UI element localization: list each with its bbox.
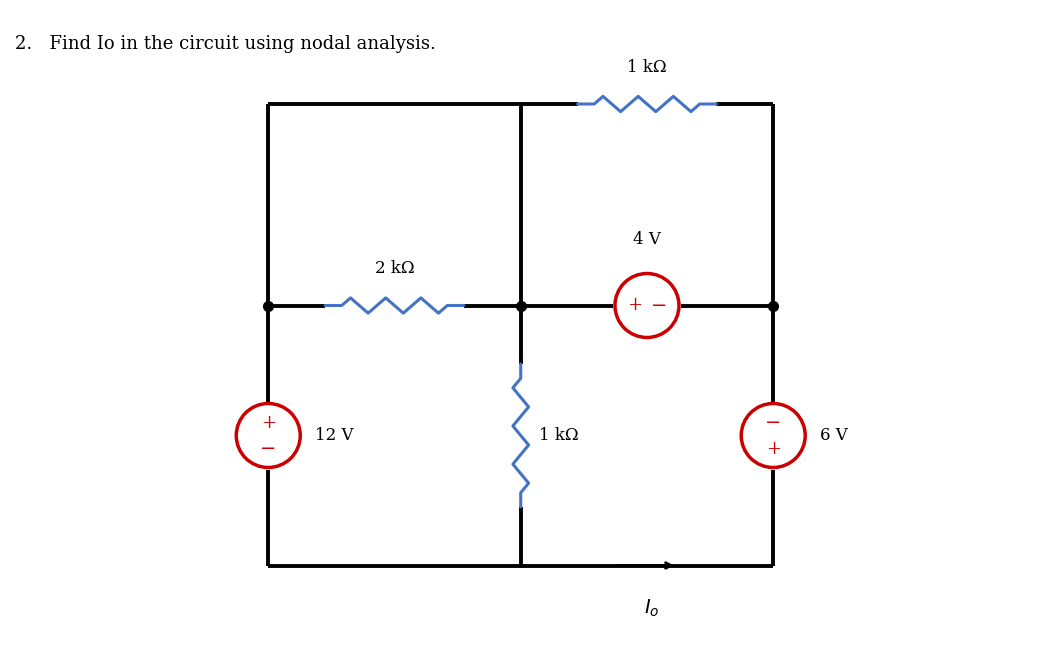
Text: 4 V: 4 V bbox=[633, 231, 661, 248]
Text: 2.   Find Io in the circuit using nodal analysis.: 2. Find Io in the circuit using nodal an… bbox=[15, 35, 436, 53]
Text: +: + bbox=[261, 414, 276, 432]
Text: −: − bbox=[651, 296, 667, 315]
Text: 2 kΩ: 2 kΩ bbox=[375, 261, 414, 278]
Text: +: + bbox=[766, 440, 781, 458]
Text: +: + bbox=[627, 296, 643, 315]
Text: $I_o$: $I_o$ bbox=[644, 597, 660, 619]
Text: −: − bbox=[765, 414, 782, 432]
Text: 6 V: 6 V bbox=[821, 427, 848, 444]
Text: 12 V: 12 V bbox=[316, 427, 353, 444]
Text: −: − bbox=[260, 440, 277, 458]
Text: 1 kΩ: 1 kΩ bbox=[627, 59, 667, 76]
Text: 1 kΩ: 1 kΩ bbox=[539, 427, 579, 444]
